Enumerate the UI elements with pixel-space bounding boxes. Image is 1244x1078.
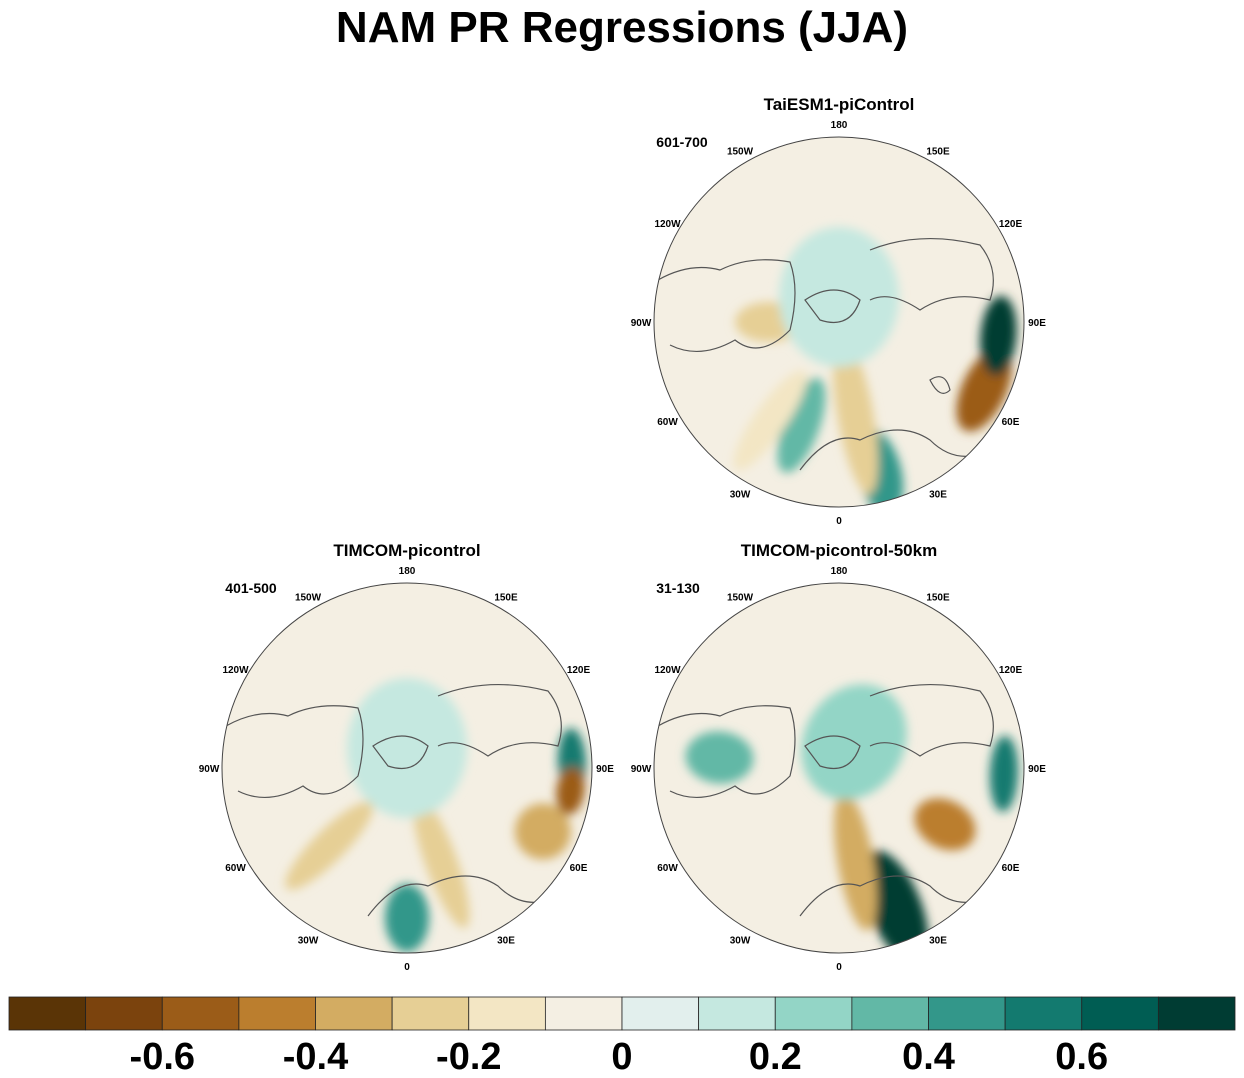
colorbar-swatch <box>774 996 853 1031</box>
lon-label-taiesm1: 30W <box>730 490 751 501</box>
panel-period-taiesm1: 601-700 <box>656 134 708 150</box>
lon-label-timcom: 60E <box>570 863 588 874</box>
colorbar-swatch <box>8 996 87 1031</box>
colorbar-swatch <box>698 996 776 1031</box>
lon-label-timcom50: 60E <box>1002 863 1020 874</box>
colorbar-swatch <box>851 996 929 1031</box>
colorbar-tick-label: -0.4 <box>283 1036 348 1078</box>
anomaly-region-timcom <box>285 801 374 890</box>
anomaly-region-timcom <box>412 795 470 929</box>
colorbar-swatch <box>238 996 316 1031</box>
panel-title-taiesm1: TaiESM1-piControl <box>764 95 915 114</box>
colorbar-swatch <box>1004 996 1083 1031</box>
panel-period-timcom: 401-500 <box>225 580 277 596</box>
map-boundary-timcom <box>221 582 593 954</box>
colorbar: -0.6 -0.4 -0.2 0 0.2 0.4 0.6 <box>8 996 1236 1078</box>
lon-label-taiesm1: 0 <box>836 516 842 527</box>
lon-label-taiesm1: 120W <box>654 219 681 230</box>
colorbar-swatch <box>391 996 470 1031</box>
panel-taiesm1: TaiESM1-piControl 601-700 180 150E 120E 90E… <box>631 95 1047 527</box>
anomaly-region-timcom <box>556 767 585 815</box>
colorbar-tick-label: -0.6 <box>130 1036 195 1078</box>
colorbar-swatch <box>544 996 623 1031</box>
lon-label-timcom50: 30E <box>929 936 947 947</box>
lon-label-taiesm1: 30E <box>929 490 947 501</box>
lon-label-timcom: 150W <box>295 593 322 604</box>
lon-label-timcom: 120W <box>222 665 249 676</box>
colorbar-swatch <box>468 996 546 1031</box>
lon-label-taiesm1: 150W <box>727 147 754 158</box>
lon-label-taiesm1: 60E <box>1002 417 1020 428</box>
figure-title: NAM PR Regressions (JJA) <box>336 3 908 52</box>
colorbar-swatch <box>621 996 700 1031</box>
anomaly-region-taiesm1 <box>733 370 808 471</box>
colorbar-tick-label: 0.4 <box>902 1036 955 1078</box>
colorbar-tick-label: 0.6 <box>1055 1036 1108 1078</box>
colorbar-swatch <box>1081 996 1159 1031</box>
lon-label-timcom: 30W <box>298 936 319 947</box>
lon-label-taiesm1: 180 <box>831 120 848 131</box>
lon-label-timcom: 90E <box>596 764 614 775</box>
anomaly-region-taiesm1 <box>777 378 826 473</box>
coastlines-timcom50 <box>657 683 1001 917</box>
panel-title-timcom: TIMCOM-picontrol <box>333 541 480 560</box>
lon-label-taiesm1: 150E <box>926 147 950 158</box>
lon-label-timcom50: 0 <box>836 962 842 973</box>
colorbar-swatch <box>928 996 1006 1031</box>
lon-label-timcom: 180 <box>399 566 416 577</box>
lon-label-timcom: 90W <box>199 764 220 775</box>
colorbar-swatch <box>85 996 163 1031</box>
lon-label-taiesm1: 90E <box>1028 318 1046 329</box>
anomaly-region-timcom50 <box>834 792 877 931</box>
colorbar-tick-label: 0 <box>611 1036 632 1078</box>
lon-label-timcom50: 120E <box>999 665 1023 676</box>
lon-label-taiesm1: 90W <box>631 318 652 329</box>
colorbar-swatch <box>1157 996 1236 1031</box>
colorbar-tick-label: 0.2 <box>749 1036 802 1078</box>
anomaly-field-taiesm1 <box>733 227 1017 507</box>
panel-timcom: TIMCOM-picontrol 401-500 180 150E 120E 90E 6… <box>199 541 615 973</box>
lon-label-timcom50: 90W <box>631 764 652 775</box>
anomaly-region-taiesm1 <box>779 227 899 367</box>
anomaly-region-timcom <box>347 678 467 818</box>
panel-timcom50: TIMCOM-picontrol-50km 31-130 180 150E 120E… <box>631 541 1047 973</box>
lon-label-timcom: 150E <box>494 593 518 604</box>
lon-label-taiesm1: 120E <box>999 219 1023 230</box>
lon-label-timcom50: 150W <box>727 593 754 604</box>
lon-label-taiesm1: 60W <box>657 417 678 428</box>
map-boundary-taiesm1 <box>653 136 1025 508</box>
anomaly-region-timcom50 <box>914 798 976 851</box>
lon-label-timcom50: 90E <box>1028 764 1046 775</box>
lon-label-timcom50: 150E <box>926 593 950 604</box>
lon-label-timcom: 0 <box>404 962 410 973</box>
lon-label-timcom50: 30W <box>730 936 751 947</box>
colorbar-tick-label: -0.2 <box>436 1036 501 1078</box>
lon-label-timcom50: 60W <box>657 863 678 874</box>
coastlines-timcom <box>225 683 569 917</box>
coastlines-taiesm1 <box>657 237 1001 471</box>
anomaly-region-taiesm1 <box>980 296 1017 376</box>
map-boundary-timcom50 <box>653 582 1025 954</box>
colorbar-swatch <box>161 996 240 1031</box>
anomaly-region-timcom <box>514 803 571 860</box>
anomaly-region-timcom50 <box>989 735 1018 812</box>
lon-label-timcom50: 180 <box>831 566 848 577</box>
panel-period-timcom50: 31-130 <box>656 580 700 596</box>
anomaly-field-timcom <box>285 678 586 952</box>
lon-label-timcom: 30E <box>497 936 515 947</box>
panel-title-timcom50: TIMCOM-picontrol-50km <box>741 541 937 560</box>
lon-label-timcom50: 120W <box>654 665 681 676</box>
lon-label-timcom: 120E <box>567 665 591 676</box>
lon-label-timcom: 60W <box>225 863 246 874</box>
anomaly-region-timcom50 <box>685 731 754 784</box>
colorbar-swatch <box>315 996 393 1031</box>
anomaly-region-taiesm1 <box>832 336 879 495</box>
anomaly-region-timcom <box>385 884 429 952</box>
